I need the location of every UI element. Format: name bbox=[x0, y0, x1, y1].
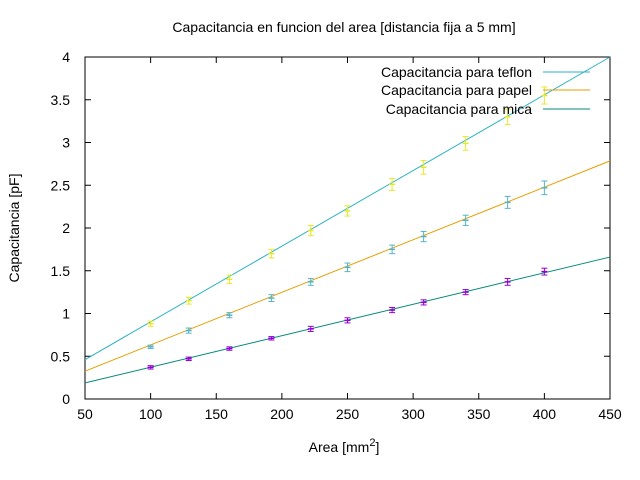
y-tick-label: 2.5 bbox=[51, 177, 71, 193]
legend-label: Capacitancia para mica bbox=[386, 101, 533, 117]
y-tick-label: 0.5 bbox=[51, 348, 71, 364]
x-axis-label-text: Area [mm bbox=[309, 439, 370, 455]
x-axis-label-suffix: ] bbox=[375, 439, 379, 455]
y-tick-label: 1.5 bbox=[51, 263, 71, 279]
x-tick-label: 350 bbox=[467, 406, 491, 422]
axis-ticks: 50 100 150 200 250 300 350 400 450 0 0.5 1 1.5 2 2.5 3 3… bbox=[51, 49, 622, 422]
y-tick-label: 1 bbox=[62, 306, 70, 322]
x-tick-label: 300 bbox=[401, 406, 425, 422]
legend-label: Capacitancia para papel bbox=[381, 82, 532, 98]
x-tick-label: 400 bbox=[533, 406, 557, 422]
series-1 bbox=[84, 160, 611, 372]
x-axis-label-superscript: 2 bbox=[369, 437, 375, 449]
x-axis-label: Area [mm2] bbox=[309, 437, 380, 455]
y-tick-label: 3.5 bbox=[51, 92, 71, 108]
y-tick-label: 3 bbox=[62, 135, 70, 151]
legend-label: Capacitancia para teflon bbox=[381, 64, 532, 80]
x-tick-label: 200 bbox=[270, 406, 294, 422]
series-layer bbox=[84, 56, 611, 384]
series-0 bbox=[84, 56, 611, 361]
legend: Capacitancia para teflon Capacitancia par… bbox=[381, 64, 590, 117]
y-tick-label: 4 bbox=[62, 49, 70, 65]
x-tick-label: 100 bbox=[139, 406, 163, 422]
y-tick-label: 0 bbox=[62, 391, 70, 407]
x-tick-label: 50 bbox=[77, 406, 93, 422]
x-tick-label: 250 bbox=[336, 406, 360, 422]
x-tick-label: 450 bbox=[598, 406, 622, 422]
y-tick-label: 2 bbox=[62, 220, 70, 236]
x-tick-label: 150 bbox=[205, 406, 229, 422]
series-2 bbox=[84, 256, 611, 384]
y-axis-label: Capacitancia [pF] bbox=[6, 174, 22, 283]
chart-title: Capacitancia en funcion del area [distan… bbox=[172, 19, 515, 35]
